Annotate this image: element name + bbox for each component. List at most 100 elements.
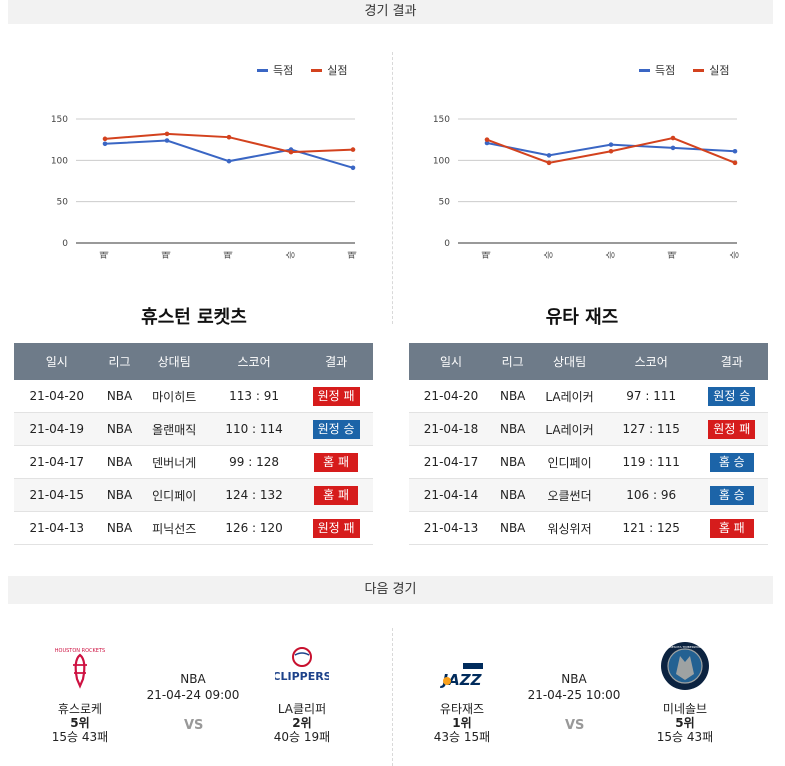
result-badge: 홈 승 bbox=[709, 452, 754, 472]
col-result: 결과 bbox=[695, 343, 768, 380]
table-row: 21-04-17 NBA 인디페이 119 : 111 홈 승 bbox=[409, 445, 768, 479]
result-badge: 원정 승 bbox=[312, 419, 360, 439]
svg-text:MINNESOTA TIMBERWOLVES: MINNESOTA TIMBERWOLVES bbox=[664, 645, 707, 649]
next-game-1-away[interactable]: CLIPPERS LA클리퍼 2위 40승 19패 bbox=[257, 640, 347, 744]
legend-scored-label: 득점 bbox=[273, 64, 294, 77]
cell-date: 21-04-13 bbox=[14, 511, 100, 545]
game-datetime: 21-04-24 09:00 bbox=[146, 688, 240, 702]
jazz-logo-icon: JAZZ bbox=[417, 640, 507, 692]
table-row: 21-04-19 NBA 올랜매직 110 : 114 원정 승 bbox=[14, 412, 373, 446]
data-point-scored bbox=[608, 142, 614, 147]
col-date: 일시 bbox=[409, 343, 494, 380]
x-tick-label: 패 bbox=[668, 251, 679, 259]
team-record: 15승 43패 bbox=[51, 730, 109, 744]
cell-league: NBA bbox=[99, 412, 140, 446]
cell-date: 21-04-17 bbox=[14, 445, 100, 479]
results-table-houston: 일시 리그 상대팀 스코어 결과 21-04-20 NBA 마이히트 113 : 91… bbox=[14, 343, 373, 545]
y-tick-label: 100 bbox=[433, 156, 450, 166]
result-badge: 홈 승 bbox=[709, 485, 754, 505]
legend-scored: 득점 bbox=[257, 62, 293, 78]
y-tick-label: 100 bbox=[51, 156, 68, 166]
cell-opponent: 피닉선즈 bbox=[139, 511, 209, 545]
cell-opponent: 워싱위저 bbox=[532, 511, 607, 545]
timberwolves-logo-icon: MINNESOTA TIMBERWOLVES bbox=[640, 640, 730, 692]
legend-allowed: 실점 bbox=[693, 62, 730, 78]
cell-opponent: 인디페이 bbox=[532, 445, 607, 479]
table-row: 21-04-18 NBA LA레이커 127 : 115 원정 패 bbox=[409, 412, 768, 446]
cell-opponent: 덴버너게 bbox=[139, 445, 209, 479]
data-point-scored bbox=[484, 140, 490, 146]
col-opponent: 상대팀 bbox=[532, 343, 607, 380]
cell-score: 124 : 132 bbox=[208, 478, 300, 512]
cell-score: 97 : 111 bbox=[606, 380, 696, 413]
game-league: NBA bbox=[180, 672, 206, 686]
next-game-2-home[interactable]: JAZZ 유타재즈 1위 43승 15패 bbox=[417, 640, 507, 744]
legend-scored-swatch bbox=[639, 68, 650, 72]
cell-result: 홈 패 bbox=[299, 478, 373, 512]
cell-opponent: 오클썬더 bbox=[532, 478, 607, 512]
x-tick-label: 패 bbox=[224, 251, 235, 259]
table-row: 21-04-13 NBA 워싱위저 121 : 125 홈 패 bbox=[409, 511, 768, 545]
table-row: 21-04-17 NBA 덴버너게 99 : 128 홈 패 bbox=[14, 445, 373, 479]
table-row: 21-04-20 NBA 마이히트 113 : 91 원정 패 bbox=[14, 380, 373, 413]
result-badge: 홈 패 bbox=[314, 452, 359, 472]
results-section-header: 경기 결과 bbox=[8, 0, 773, 24]
col-league: 리그 bbox=[493, 343, 533, 380]
result-badge: 홈 패 bbox=[709, 518, 754, 538]
cell-date: 21-04-19 bbox=[14, 412, 100, 446]
team-record: 43승 15패 bbox=[433, 730, 491, 744]
table-row: 21-04-13 NBA 피닉선즈 126 : 120 원정 패 bbox=[14, 511, 373, 545]
cell-score: 121 : 125 bbox=[606, 511, 696, 545]
legend-allowed-label: 실점 bbox=[709, 64, 730, 77]
vs-label: VS bbox=[184, 718, 204, 733]
legend-scored-label: 득점 bbox=[655, 64, 676, 77]
vs-label: VS bbox=[565, 718, 585, 733]
data-point-scored bbox=[350, 165, 356, 171]
legend-allowed: 실점 bbox=[311, 62, 348, 78]
next-game-1: HOUSTON ROCKETS 휴스로케 5위 15승 43패 NBA 21-0… bbox=[35, 640, 355, 760]
cell-score: 99 : 128 bbox=[208, 445, 300, 479]
series-line-scored bbox=[104, 139, 354, 169]
data-point-allowed bbox=[102, 136, 108, 142]
next-game-2: JAZZ 유타재즈 1위 43승 15패 NBA 21-04-25 10:00 … bbox=[417, 640, 737, 760]
cell-league: NBA bbox=[493, 511, 533, 545]
x-tick-label: 패 bbox=[348, 251, 359, 259]
cell-date: 21-04-13 bbox=[409, 511, 494, 545]
svg-text:JAZZ: JAZZ bbox=[440, 671, 483, 689]
cell-opponent: 마이히트 bbox=[139, 380, 209, 413]
col-score: 스코어 bbox=[606, 343, 696, 380]
next-game-1-home[interactable]: HOUSTON ROCKETS 휴스로케 5위 15승 43패 bbox=[35, 640, 125, 744]
data-point-allowed bbox=[608, 148, 614, 154]
cell-date: 21-04-20 bbox=[14, 380, 100, 413]
cell-score: 110 : 114 bbox=[208, 412, 300, 446]
cell-league: NBA bbox=[493, 380, 533, 413]
data-point-allowed bbox=[546, 160, 552, 166]
result-badge: 원정 승 bbox=[708, 386, 756, 406]
team-rank: 5위 bbox=[675, 716, 695, 730]
table-header-row: 일시 리그 상대팀 스코어 결과 bbox=[14, 343, 373, 380]
next-game-1-info: NBA 21-04-24 09:00 bbox=[133, 671, 253, 703]
game-league: NBA bbox=[561, 672, 587, 686]
next-game-2-away[interactable]: MINNESOTA TIMBERWOLVES 미네솔브 5위 15승 43패 bbox=[640, 640, 730, 744]
cell-opponent: LA레이커 bbox=[532, 412, 607, 446]
team-rank: 1위 bbox=[452, 716, 472, 730]
data-point-allowed bbox=[670, 135, 676, 141]
team-record: 40승 19패 bbox=[273, 730, 331, 744]
table-row: 21-04-20 NBA LA레이커 97 : 111 원정 승 bbox=[409, 380, 768, 413]
team-rank: 5위 bbox=[70, 716, 90, 730]
x-tick-label: 패 bbox=[482, 251, 493, 259]
cell-league: NBA bbox=[99, 380, 140, 413]
cell-date: 21-04-17 bbox=[409, 445, 494, 479]
result-badge: 원정 패 bbox=[708, 419, 756, 439]
data-point-allowed bbox=[164, 131, 170, 137]
cell-date: 21-04-20 bbox=[409, 380, 494, 413]
team-rank: 2위 bbox=[292, 716, 312, 730]
cell-score: 113 : 91 bbox=[208, 380, 300, 413]
data-point-allowed bbox=[732, 160, 738, 166]
cell-score: 126 : 120 bbox=[208, 511, 300, 545]
col-league: 리그 bbox=[99, 343, 140, 380]
cell-result: 원정 패 bbox=[695, 412, 768, 446]
x-tick-label: 승 bbox=[606, 251, 617, 259]
data-point-allowed bbox=[226, 134, 232, 140]
line-chart-utah: 0 50 100 150 패 승 승 패 승 bbox=[433, 115, 741, 259]
